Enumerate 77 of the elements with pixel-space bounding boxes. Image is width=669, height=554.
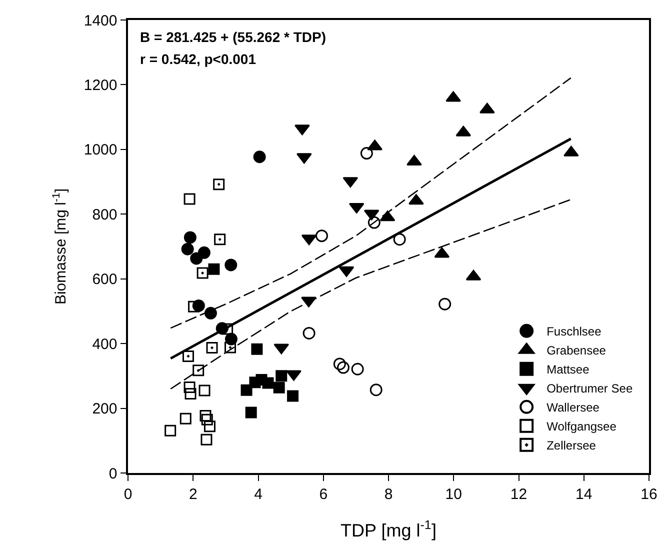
point: [393, 233, 406, 246]
point: [181, 242, 194, 256]
point: [184, 388, 196, 400]
legend-label: Obertrumer See: [546, 382, 633, 396]
point: [184, 193, 196, 205]
x-tick-label: 2: [188, 486, 198, 503]
y-tick-label: 400: [92, 336, 118, 353]
point: [206, 342, 218, 354]
legend-label: Wallersee: [546, 400, 600, 415]
point: [222, 323, 234, 335]
x-tick-label: 10: [445, 486, 462, 503]
point: [204, 420, 216, 432]
point: [245, 406, 257, 418]
point: [182, 350, 194, 362]
point: [180, 412, 192, 424]
point: [273, 382, 285, 394]
x-tick-label: 0: [124, 486, 132, 503]
point: [251, 343, 263, 355]
point: [204, 306, 217, 320]
legend-label: Grabensee: [546, 344, 606, 358]
point: [446, 91, 461, 102]
point: [438, 298, 452, 310]
point: [201, 414, 213, 426]
y-tick-label: 200: [92, 400, 118, 418]
y-tick-label: 800: [92, 206, 118, 224]
point: [214, 234, 226, 246]
point: [351, 362, 364, 376]
point: [198, 246, 210, 259]
annotation: B = 281.425 + (55.262 * TDP): [140, 29, 326, 45]
point: [190, 252, 203, 265]
point: [253, 150, 266, 164]
point: [198, 384, 210, 396]
legend-label: Zellersee: [546, 438, 596, 453]
point: [368, 216, 380, 229]
point: [196, 267, 208, 279]
point: [200, 410, 212, 422]
point: [564, 146, 579, 156]
point: [184, 231, 196, 244]
legend-label: Fuschlsee: [546, 324, 602, 339]
y-tick-label: 1200: [84, 76, 118, 94]
point: [286, 370, 302, 381]
legend-label: Wolfgangsee: [546, 420, 617, 434]
x-tick-label: 6: [319, 486, 328, 503]
x-tick-label: 12: [510, 486, 528, 503]
point: [360, 147, 373, 160]
x-tick-label: 4: [254, 486, 262, 503]
legend-label: Mattsee: [546, 362, 590, 377]
x-axis-title: TDP [mg l$^{-1}$]: [340, 518, 436, 540]
point: [302, 326, 316, 340]
point: [164, 424, 176, 436]
x-tick-label: 16: [640, 486, 658, 503]
point: [224, 342, 236, 354]
x-tick-label: 14: [576, 486, 592, 503]
annotation: r = 0.542, p<0.001: [140, 51, 256, 67]
point: [184, 382, 196, 393]
point: [370, 384, 382, 396]
point: [200, 434, 212, 446]
y-tick-label: 1000: [84, 142, 118, 159]
point: [208, 263, 220, 275]
point: [367, 140, 382, 150]
y-tick-label: 0: [108, 465, 118, 482]
point: [240, 384, 252, 396]
point: [192, 364, 204, 376]
point: [406, 154, 422, 166]
point: [336, 361, 350, 374]
y-tick-label: 600: [92, 271, 118, 288]
point: [276, 370, 288, 382]
x-tick-label: 8: [384, 486, 393, 503]
point: [262, 377, 274, 389]
point: [316, 230, 328, 242]
point: [408, 194, 424, 205]
point: [188, 300, 200, 312]
point: [287, 390, 299, 402]
point: [224, 258, 238, 272]
point: [333, 358, 346, 370]
point: [213, 178, 225, 190]
y-tick-label: 1400: [84, 12, 118, 30]
